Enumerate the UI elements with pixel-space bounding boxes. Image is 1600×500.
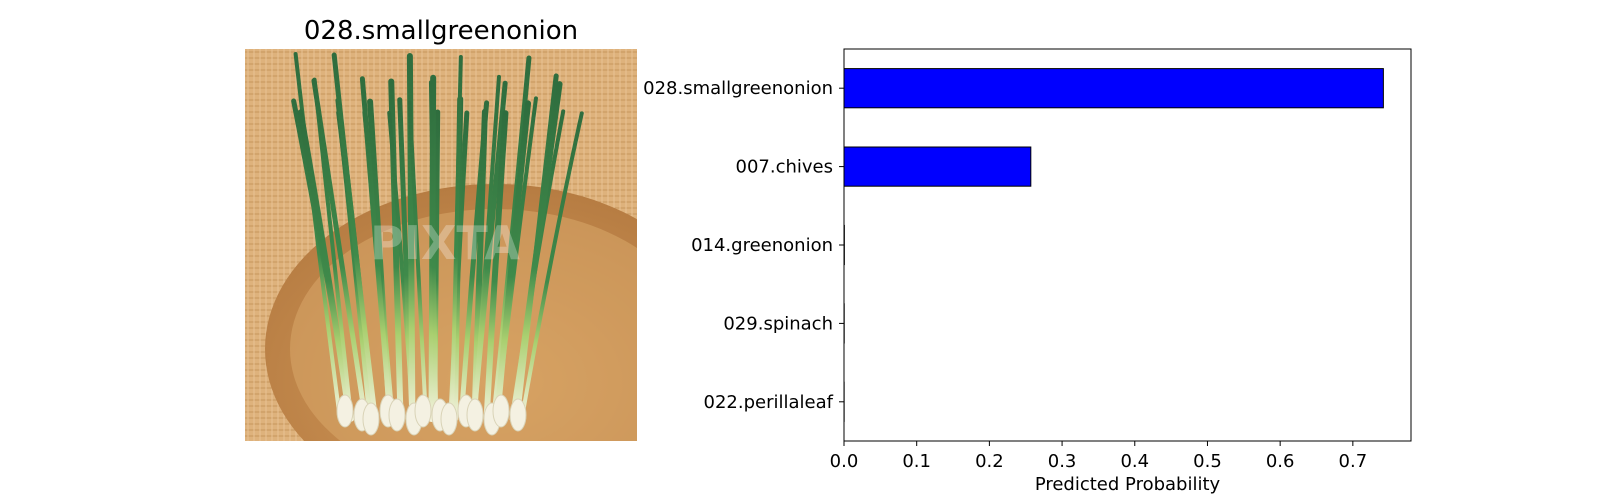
x-axis-title: Predicted Probability <box>1035 474 1221 495</box>
x-tick-label: 0.6 <box>1266 451 1295 472</box>
y-tick-label: 029.spinach <box>723 313 833 334</box>
onion-stalk <box>519 111 584 421</box>
x-tick-label: 0.7 <box>1339 451 1368 472</box>
x-tick-label: 0.2 <box>975 451 1004 472</box>
onion-bulb <box>336 394 354 428</box>
onion-stalk <box>471 80 508 422</box>
x-tick-label: 0.3 <box>1048 451 1077 472</box>
onion-stalk <box>311 78 368 422</box>
bar-028.smallgreenonion <box>843 68 1384 109</box>
x-tick-label: 0.5 <box>1193 451 1222 472</box>
watermark-text: PIXTA <box>370 216 520 270</box>
x-tick-label: 0.1 <box>902 451 931 472</box>
onion-stalk <box>407 100 428 421</box>
onion-stalk <box>483 110 509 422</box>
onion-bulb <box>414 394 432 428</box>
image-title: 028.smallgreenonion <box>303 16 579 46</box>
x-tick-label: 0.0 <box>830 451 859 472</box>
y-tick-label: 014.greenonion <box>691 235 833 256</box>
onion-stalk <box>293 52 342 421</box>
onion-bulb <box>466 398 484 432</box>
food-photo: PIXTA <box>245 49 637 441</box>
y-tick-label: 022.perillaleaf <box>704 392 834 413</box>
plot-area <box>844 49 1411 441</box>
onion-stalk <box>388 78 404 422</box>
onion-stalk <box>331 52 378 422</box>
x-tick-label: 0.4 <box>1120 451 1149 472</box>
onion-bulb <box>492 394 510 428</box>
y-tick-label: 028.smallgreenonion <box>643 78 833 99</box>
y-tick-label: 007.chives <box>736 157 834 178</box>
onion-stalk <box>510 81 563 422</box>
onion-stalk <box>449 55 463 421</box>
onion-stalk <box>494 100 532 422</box>
onion-bulb <box>388 398 406 432</box>
onion-bulb <box>509 398 527 432</box>
onion-bulb <box>440 402 458 436</box>
onion-stalk <box>359 76 393 422</box>
bar-007.chives <box>843 146 1032 187</box>
onion-bulb <box>362 402 380 436</box>
onion-stalk <box>428 80 439 421</box>
onion-stalk <box>297 109 353 422</box>
